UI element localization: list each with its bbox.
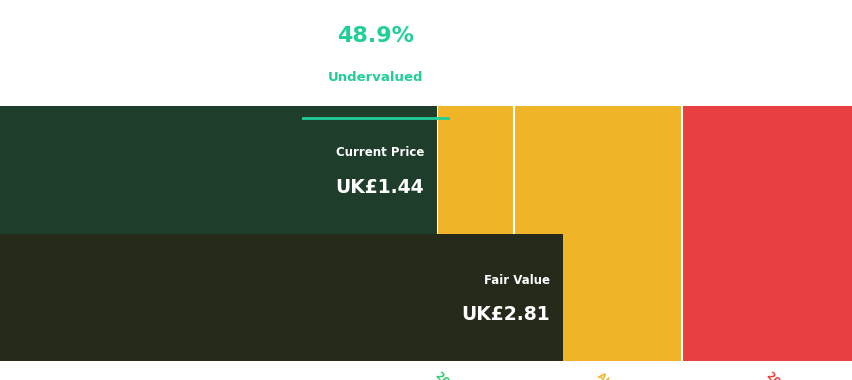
Bar [0, 106, 436, 361]
Bar [0, 234, 562, 361]
Text: 48.9%: 48.9% [337, 25, 413, 46]
Bar [682, 106, 852, 361]
Text: 20% Overvalued: 20% Overvalued [764, 370, 834, 380]
Bar [436, 106, 513, 361]
Text: Current Price: Current Price [335, 146, 423, 160]
Text: Undervalued: Undervalued [327, 71, 423, 84]
Text: Fair Value: Fair Value [484, 274, 550, 287]
Text: 20% Undervalued: 20% Undervalued [434, 370, 509, 380]
Text: UK£2.81: UK£2.81 [461, 305, 550, 324]
Bar [0, 106, 436, 234]
Text: UK£1.44: UK£1.44 [335, 178, 423, 197]
Bar [513, 106, 682, 361]
Text: About Right: About Right [595, 370, 648, 380]
